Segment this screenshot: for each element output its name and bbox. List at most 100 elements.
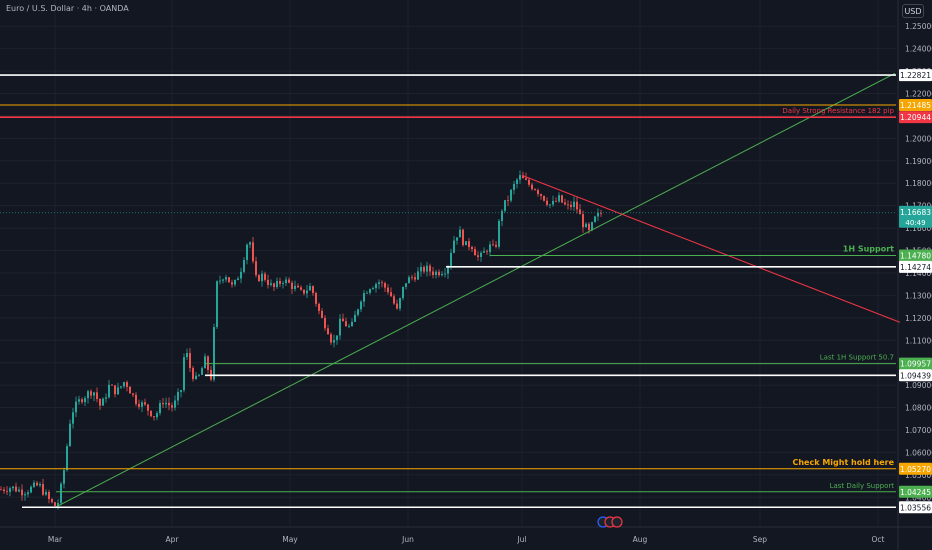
candle bbox=[561, 195, 563, 203]
candle bbox=[48, 491, 50, 499]
chart-title: Euro / U.S. Dollar · 4h · OANDA bbox=[6, 4, 129, 13]
candle bbox=[483, 251, 485, 253]
candle bbox=[570, 204, 572, 207]
candle bbox=[426, 265, 428, 272]
candle bbox=[60, 483, 62, 503]
candle bbox=[582, 214, 584, 228]
candle bbox=[468, 241, 470, 247]
currency-button[interactable]: USD bbox=[902, 4, 924, 18]
candle bbox=[354, 314, 356, 322]
candle bbox=[321, 310, 323, 318]
candle bbox=[135, 394, 137, 404]
candle bbox=[369, 289, 371, 293]
candle bbox=[222, 279, 224, 281]
candle bbox=[39, 484, 41, 486]
candle bbox=[192, 368, 194, 380]
level-note: Last 1H Support 50.7 bbox=[820, 354, 894, 362]
candle bbox=[417, 271, 419, 280]
candle bbox=[21, 489, 23, 496]
x-tick-label: Oct bbox=[872, 535, 885, 544]
candle bbox=[408, 277, 410, 284]
candle bbox=[498, 220, 500, 247]
candle bbox=[588, 223, 590, 231]
x-tick-label: Jun bbox=[401, 535, 414, 544]
candle bbox=[318, 303, 320, 311]
y-tick-label: 1.08000 bbox=[905, 404, 932, 413]
candle bbox=[90, 391, 92, 396]
candle bbox=[363, 293, 365, 302]
y-tick-label: 1.12000 bbox=[905, 314, 932, 323]
candle bbox=[123, 382, 125, 387]
candle bbox=[120, 386, 122, 388]
candle bbox=[15, 486, 17, 492]
candle bbox=[516, 179, 518, 185]
trendline bbox=[55, 72, 896, 508]
level-price-tag bbox=[899, 249, 932, 262]
candle bbox=[12, 486, 14, 489]
candle bbox=[228, 277, 230, 283]
level-note: Last Daily Support bbox=[830, 482, 895, 490]
candle bbox=[69, 423, 71, 447]
candle bbox=[366, 292, 368, 294]
x-tick-label: May bbox=[282, 535, 298, 544]
candle bbox=[279, 280, 281, 284]
candle bbox=[285, 279, 287, 284]
level-price-label: 1.04245 bbox=[900, 488, 931, 497]
level-price-tag bbox=[899, 462, 932, 475]
candle bbox=[387, 287, 389, 293]
level-price-label: 1.20944 bbox=[900, 113, 931, 122]
candle bbox=[126, 382, 128, 387]
candle bbox=[381, 282, 383, 284]
candle bbox=[594, 216, 596, 223]
current-price-tag bbox=[899, 205, 932, 228]
candle bbox=[414, 277, 416, 280]
candle bbox=[177, 391, 179, 401]
candle bbox=[261, 273, 263, 282]
level-price-tag bbox=[899, 260, 932, 273]
level-price-label: 1.09957 bbox=[900, 360, 931, 369]
candle bbox=[525, 178, 527, 180]
candle bbox=[129, 386, 131, 394]
candle bbox=[585, 223, 587, 228]
candle bbox=[168, 402, 170, 406]
candle bbox=[54, 502, 56, 507]
candle bbox=[558, 195, 560, 202]
level-note: Check Might hold here bbox=[792, 458, 894, 467]
y-tick-label: 1.05000 bbox=[905, 471, 932, 480]
candle bbox=[477, 255, 479, 257]
candle bbox=[600, 212, 602, 214]
candle bbox=[576, 201, 578, 210]
candle bbox=[66, 446, 68, 471]
candle bbox=[102, 398, 104, 406]
candle bbox=[375, 284, 377, 289]
candle bbox=[507, 200, 509, 201]
x-tick-label: Sep bbox=[753, 535, 767, 544]
level-price-tag bbox=[899, 501, 932, 514]
candle bbox=[444, 273, 446, 275]
candle bbox=[99, 398, 101, 406]
event-marker[interactable] bbox=[611, 516, 623, 528]
candle bbox=[45, 491, 47, 495]
candle bbox=[234, 280, 236, 285]
y-tick-label: 1.09000 bbox=[905, 381, 932, 390]
candle bbox=[288, 279, 290, 283]
candle bbox=[435, 271, 437, 276]
candle bbox=[519, 175, 521, 180]
candle bbox=[342, 318, 344, 322]
candle bbox=[402, 286, 404, 299]
candle bbox=[147, 404, 149, 411]
candle bbox=[504, 200, 506, 211]
candle bbox=[276, 280, 278, 287]
candle bbox=[204, 356, 206, 369]
candle bbox=[258, 275, 260, 282]
level-price-tag bbox=[899, 69, 932, 82]
level-price-tag bbox=[899, 485, 932, 498]
candle bbox=[564, 202, 566, 205]
candle bbox=[231, 282, 233, 285]
candle bbox=[84, 398, 86, 403]
candle bbox=[171, 405, 173, 408]
candle bbox=[450, 252, 452, 267]
candle bbox=[309, 286, 311, 291]
candle bbox=[36, 482, 38, 486]
